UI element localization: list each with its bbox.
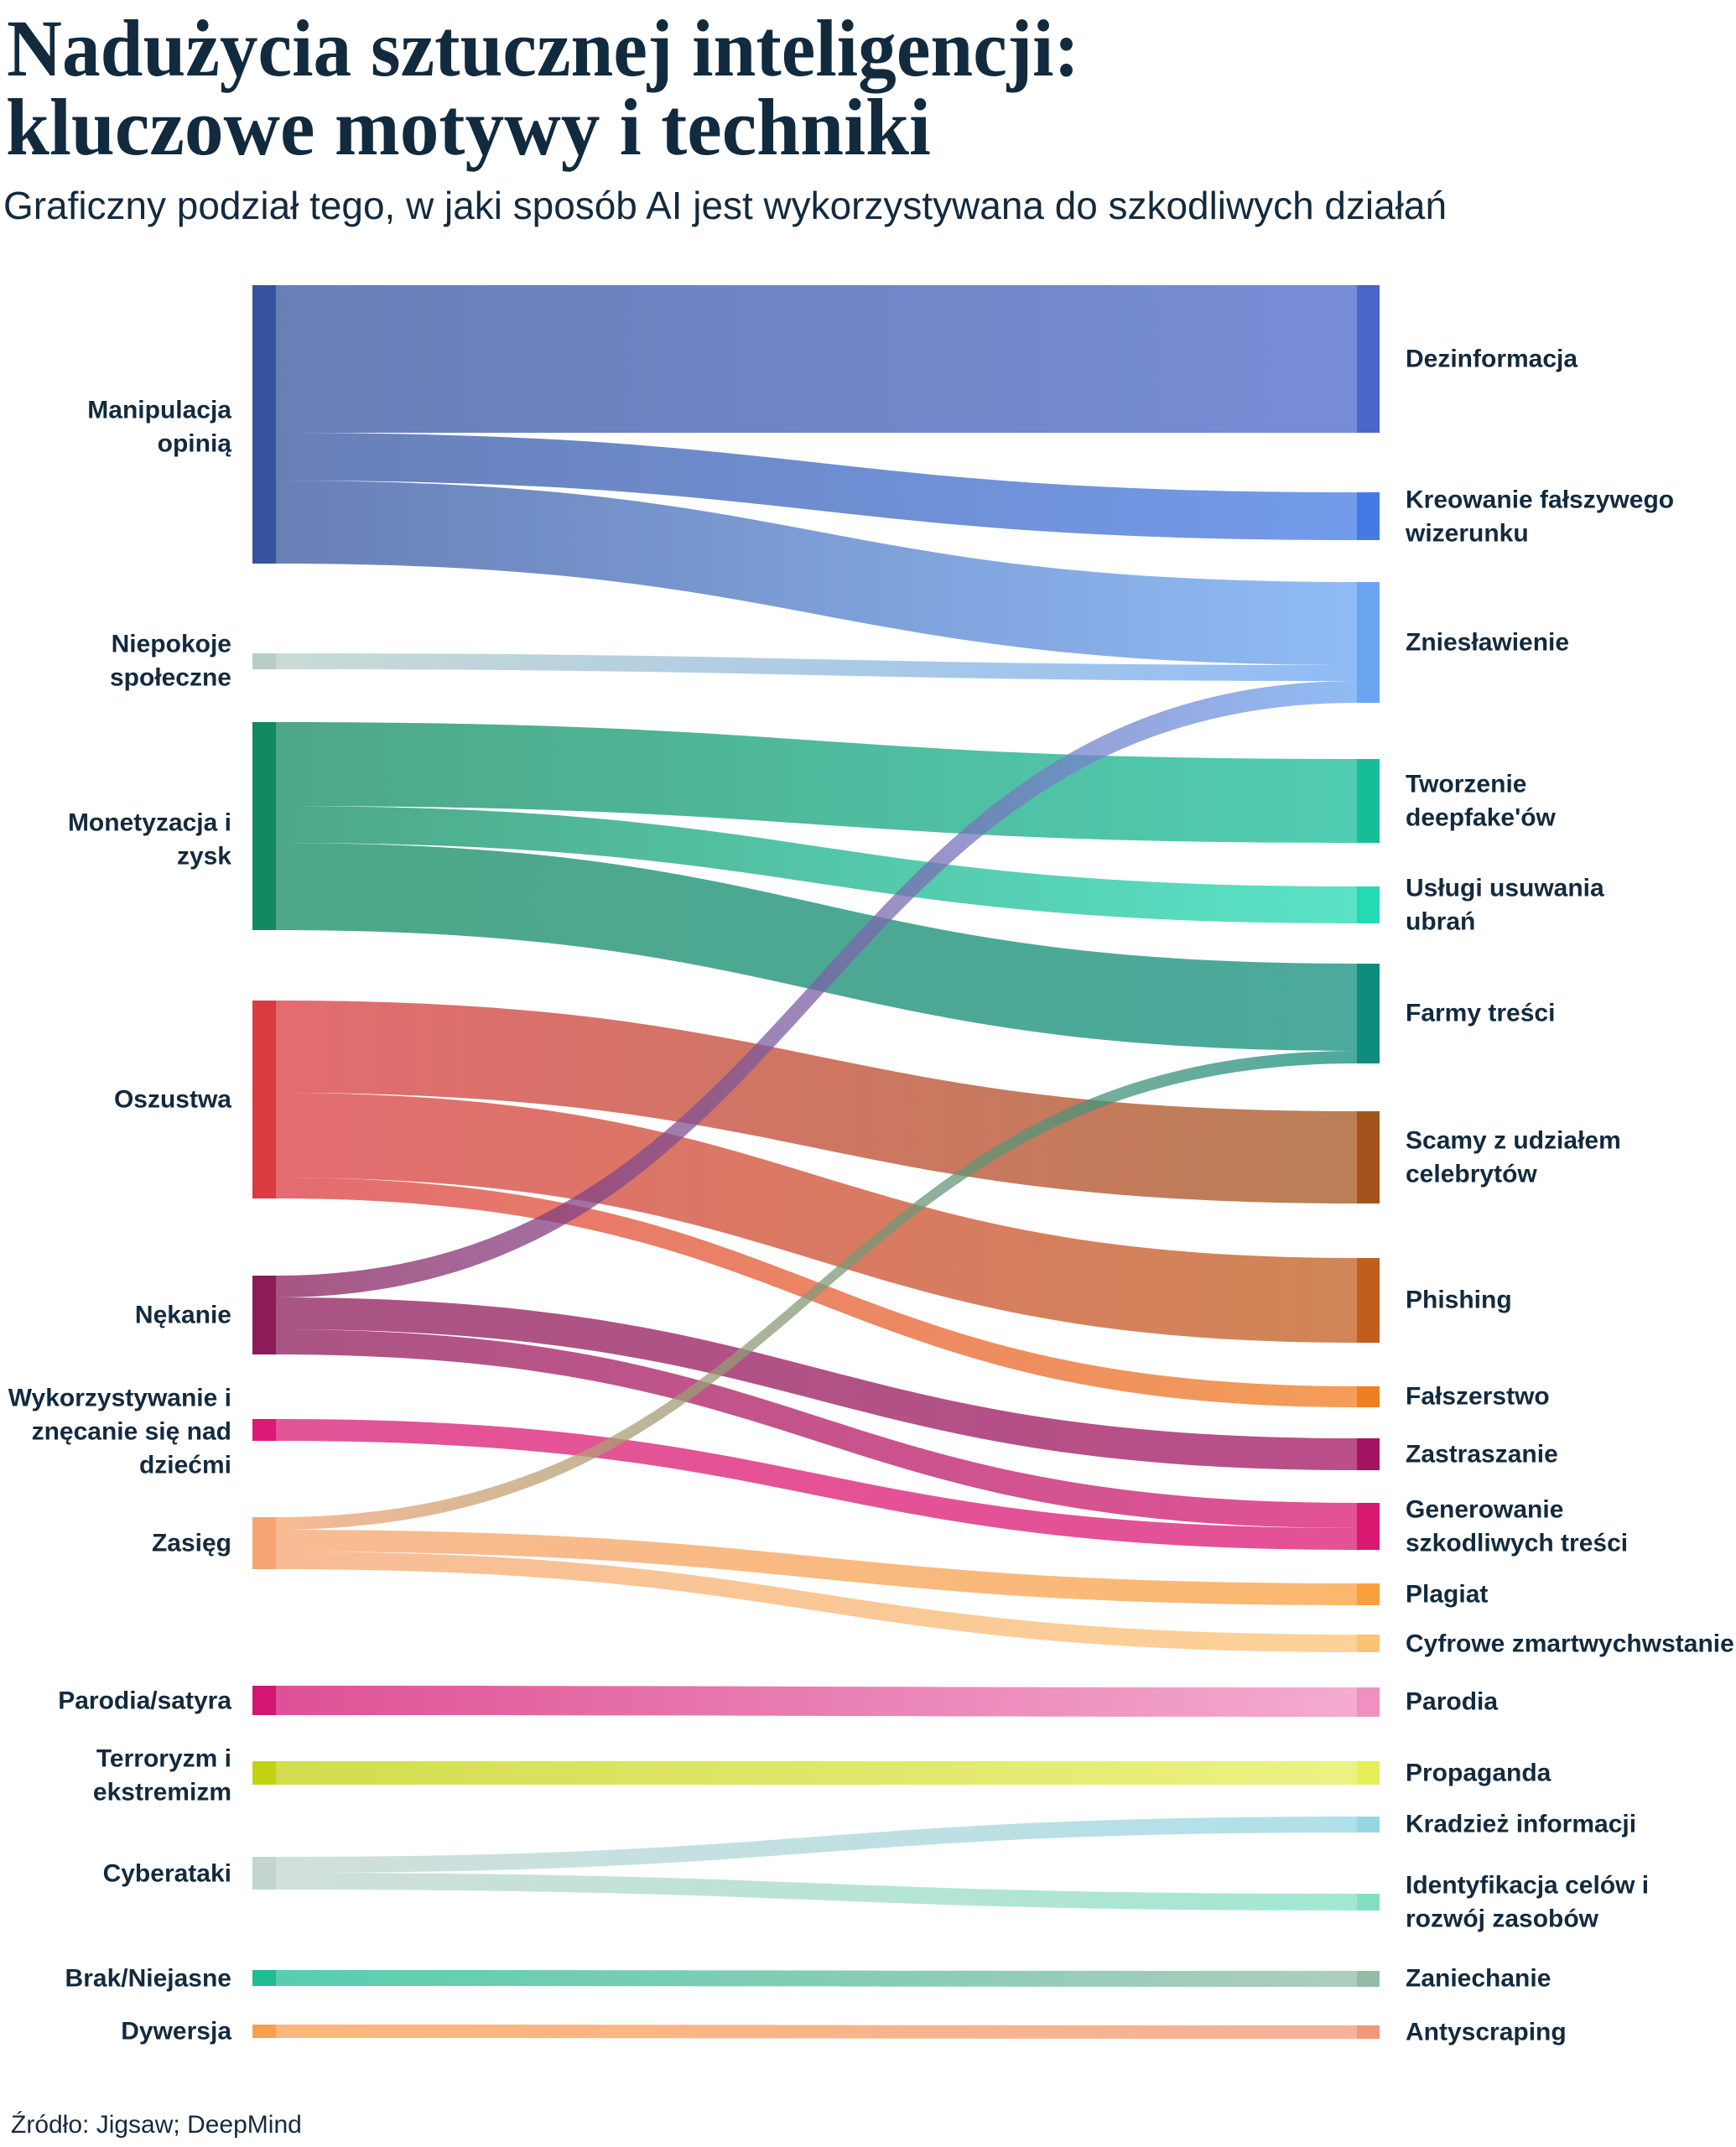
svg-text:Phishing: Phishing xyxy=(1406,1287,1512,1314)
svg-text:Nękanie: Nękanie xyxy=(135,1302,231,1329)
svg-text:Scamy z udziałem: Scamy z udziałem xyxy=(1406,1127,1621,1155)
svg-text:społeczne: społeczne xyxy=(110,664,231,692)
svg-text:Manipulacja: Manipulacja xyxy=(87,397,231,424)
svg-text:zysk: zysk xyxy=(177,843,231,871)
svg-text:Brak/Niejasne: Brak/Niejasne xyxy=(65,1965,231,1993)
svg-text:wizerunku: wizerunku xyxy=(1405,520,1529,548)
svg-text:dziećmi: dziećmi xyxy=(139,1452,231,1479)
svg-text:Propaganda: Propaganda xyxy=(1406,1760,1551,1787)
svg-text:opinią: opinią xyxy=(158,430,232,458)
svg-text:Zastraszanie: Zastraszanie xyxy=(1406,1441,1558,1469)
svg-text:Monetyzacja i: Monetyzacja i xyxy=(68,809,231,837)
svg-text:Niepokoje: Niepokoje xyxy=(112,631,231,658)
svg-text:Źródło: Jigsaw; DeepMind: Źródło: Jigsaw; DeepMind xyxy=(11,2111,302,2139)
svg-text:Terroryzm i: Terroryzm i xyxy=(96,1745,231,1773)
svg-text:ubrań: ubrań xyxy=(1406,908,1475,936)
svg-text:Nadużycia sztucznej inteligenc: Nadużycia sztucznej inteligencji: xyxy=(7,3,1079,93)
svg-text:Identyfikacja celów i: Identyfikacja celów i xyxy=(1406,1872,1649,1900)
svg-text:Kradzież informacji: Kradzież informacji xyxy=(1406,1811,1636,1838)
svg-text:deepfake'ów: deepfake'ów xyxy=(1406,804,1557,832)
svg-text:celebrytów: celebrytów xyxy=(1406,1161,1537,1188)
svg-text:Antyscraping: Antyscraping xyxy=(1406,2019,1567,2046)
svg-text:Dezinformacja: Dezinformacja xyxy=(1406,346,1577,373)
svg-text:Fałszerstwo: Fałszerstwo xyxy=(1406,1383,1550,1411)
svg-text:Parodia: Parodia xyxy=(1406,1688,1498,1716)
svg-text:Kreowanie fałszywego: Kreowanie fałszywego xyxy=(1406,486,1674,514)
svg-text:Cyfrowe zmartwychwstanie: Cyfrowe zmartwychwstanie xyxy=(1406,1630,1734,1658)
svg-text:Generowanie: Generowanie xyxy=(1406,1496,1563,1524)
svg-text:Graficzny podział tego, w jaki: Graficzny podział tego, w jaki sposób AI… xyxy=(3,184,1447,227)
svg-text:Zaniechanie: Zaniechanie xyxy=(1406,1965,1551,1993)
svg-text:Zniesławienie: Zniesławienie xyxy=(1406,629,1569,657)
svg-text:Parodia/satyra: Parodia/satyra xyxy=(58,1687,231,1715)
svg-text:szkodliwych treści: szkodliwych treści xyxy=(1406,1530,1628,1557)
svg-text:Cyberataki: Cyberataki xyxy=(103,1860,231,1888)
svg-text:Zasięg: Zasięg xyxy=(152,1530,231,1557)
svg-text:Oszustwa: Oszustwa xyxy=(114,1086,231,1114)
svg-text:Dywersja: Dywersja xyxy=(121,2018,231,2046)
svg-text:Wykorzystywanie i: Wykorzystywanie i xyxy=(8,1385,231,1412)
svg-text:Tworzenie: Tworzenie xyxy=(1406,771,1526,798)
svg-text:Farmy treści: Farmy treści xyxy=(1406,1000,1555,1027)
svg-text:rozwój zasobów: rozwój zasobów xyxy=(1406,1905,1599,1933)
svg-text:Usługi usuwania: Usługi usuwania xyxy=(1406,875,1604,902)
svg-text:kluczowe motywy i techniki: kluczowe motywy i techniki xyxy=(6,82,931,172)
svg-text:znęcanie się nad: znęcanie się nad xyxy=(32,1418,231,1446)
svg-text:ekstremizm: ekstremizm xyxy=(93,1779,231,1806)
svg-text:Plagiat: Plagiat xyxy=(1406,1581,1488,1609)
